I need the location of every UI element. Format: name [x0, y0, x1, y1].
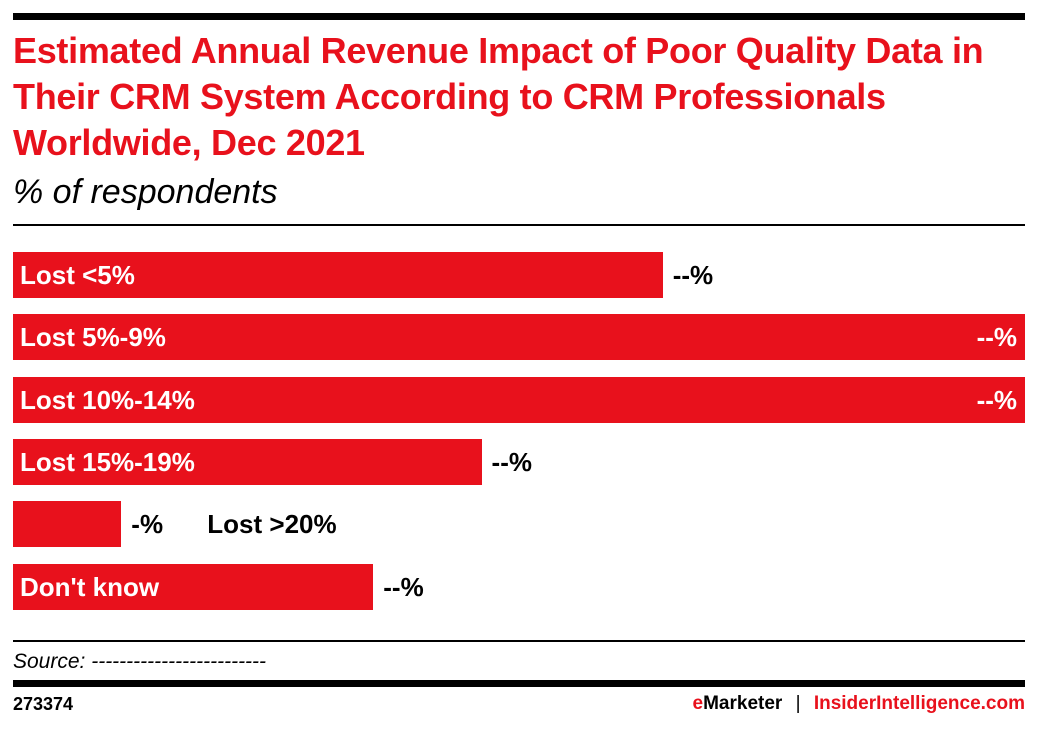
brand-e: e — [692, 693, 704, 714]
source-note: Source: ------------------------- — [13, 650, 267, 673]
bar-plot: --% Lost <5% --% Lost 5%-9% --% Lost 10%-14% -… — [13, 252, 1025, 612]
top-rule — [13, 13, 1025, 20]
data-label: --% — [976, 385, 1017, 415]
data-label: -% — [131, 509, 164, 539]
category-label: Lost >20% — [207, 509, 337, 539]
footer-rule — [13, 680, 1025, 687]
bar — [13, 564, 374, 610]
bar — [13, 252, 663, 298]
chart-title: Estimated Annual Revenue Impact of Poor … — [13, 30, 984, 163]
bar — [13, 439, 482, 485]
bar — [13, 501, 122, 547]
title-divider — [13, 224, 1025, 226]
brand-logo: eMarketer | InsiderIntelligence.com — [693, 693, 1025, 715]
chart-id: 273374 — [13, 694, 74, 714]
data-label: --% — [976, 322, 1017, 352]
category-label: Lost 5%-9% — [20, 322, 166, 352]
bar — [13, 314, 1025, 360]
data-label: --% — [383, 572, 424, 602]
data-label: --% — [672, 260, 714, 290]
brand-emarketer: Marketer — [703, 693, 783, 714]
chart-subtitle: % of respondents — [13, 173, 278, 211]
source-divider — [13, 640, 1025, 642]
bar — [13, 377, 1025, 423]
category-label: Lost <5% — [20, 260, 135, 290]
data-label: --% — [491, 447, 532, 477]
brand-site: InsiderIntelligence.com — [813, 693, 1025, 714]
category-label: Lost 15%-19% — [20, 447, 195, 477]
category-label: Don't know — [20, 572, 160, 602]
category-label: Lost 10%-14% — [20, 385, 195, 415]
brand-separator: | — [795, 693, 801, 714]
